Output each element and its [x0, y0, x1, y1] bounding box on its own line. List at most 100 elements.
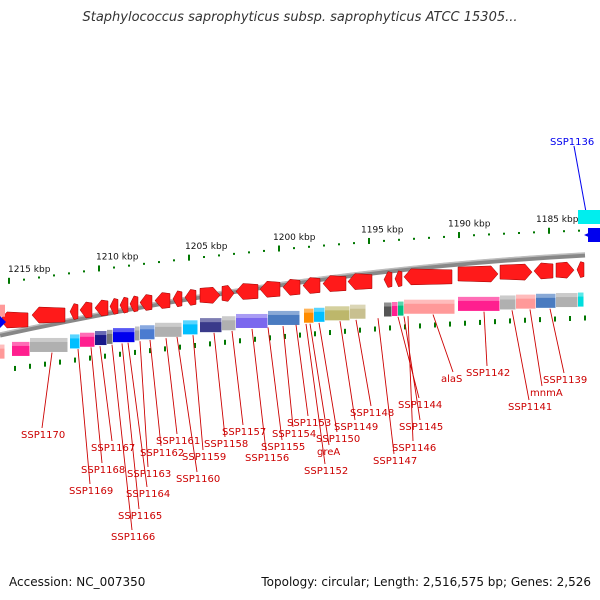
lower-tick: [239, 338, 241, 344]
feature-block: [95, 331, 107, 346]
gene-arrow: [221, 285, 235, 302]
feature-block: [458, 296, 500, 311]
feature-block: [578, 292, 584, 307]
ruler-tick: [428, 236, 430, 239]
feature-track: [0, 292, 584, 359]
gene-arrow: [119, 296, 129, 314]
feature-block: [392, 302, 398, 317]
lower-tick: [329, 330, 331, 336]
ruler-tick: [8, 277, 10, 284]
lower-tick: [479, 319, 481, 325]
ruler-tick: [113, 266, 115, 269]
gene-label: SSP1169: [69, 486, 113, 497]
ruler-tick: [398, 238, 400, 241]
ruler-ticks: [8, 227, 586, 371]
ruler-tick: [548, 227, 550, 234]
lower-tick: [434, 322, 436, 328]
ruler-label: 1215 kbp: [8, 265, 51, 275]
ruler-tick: [503, 232, 505, 235]
ruler-tick: [38, 276, 40, 279]
ruler-tick: [473, 234, 475, 237]
gene-label: SSP1146: [392, 443, 436, 454]
gene-label: SSP1166: [111, 532, 155, 543]
gene-label: SSP1150: [316, 434, 360, 445]
label-leader: [483, 311, 488, 367]
ruler-tick: [293, 247, 295, 250]
ruler-tick: [368, 237, 370, 244]
gene-arrow: [555, 261, 575, 279]
lower-tick: [374, 326, 376, 332]
ruler-tick: [413, 237, 415, 240]
label-leader: [377, 318, 395, 455]
gene-arrow: [184, 289, 197, 306]
edge-arrow: [0, 316, 6, 328]
gene-label: SSP1159: [182, 452, 226, 463]
feature-block: [325, 306, 350, 321]
gene-arrow: [31, 306, 66, 324]
gene-label: SSP1148: [350, 408, 394, 419]
lower-tick: [344, 328, 346, 334]
lower-tick: [134, 349, 136, 355]
gene-label: alaS: [441, 374, 462, 385]
ruler-tick: [338, 243, 340, 246]
gene-label: SSP1156: [245, 453, 289, 464]
gene-arrow: [576, 261, 585, 278]
label-leader: [407, 316, 414, 442]
gene-label: SSP1153: [287, 418, 331, 429]
highlight-gene-label: SSP1136: [550, 137, 594, 148]
label-leader: [99, 346, 113, 442]
lower-tick: [164, 346, 166, 352]
ruler-label: 1190 kbp: [448, 220, 491, 230]
gene-label: SSP1144: [398, 400, 442, 411]
ruler-tick: [248, 251, 250, 254]
lower-tick: [389, 325, 391, 331]
label-leader: [90, 347, 103, 464]
feature-block: [536, 293, 556, 308]
label-leader: [318, 322, 338, 433]
ruler-label: 1200 kbp: [273, 233, 316, 243]
label-leader: [305, 323, 326, 465]
gene-label: SSP1158: [204, 439, 248, 450]
gene-arrow: [69, 303, 79, 320]
gene-arrow: [403, 268, 453, 286]
lower-tick: [509, 318, 511, 324]
feature-block: [80, 332, 95, 347]
highlight-leader: [573, 145, 587, 213]
gene-label: SSP1163: [127, 469, 171, 480]
gene-arrow: [259, 280, 281, 298]
ruler-label: 1185 kbp: [536, 215, 579, 225]
lower-tick: [224, 339, 226, 345]
ruler-tick: [218, 254, 220, 257]
label-leader: [165, 338, 178, 435]
label-leader: [41, 352, 53, 429]
lower-tick: [254, 336, 256, 342]
gene-arrow: [94, 299, 109, 317]
gene-label: SSP1155: [261, 442, 305, 453]
gene-label: SSP1157: [222, 427, 266, 438]
gene-label: SSP1154: [272, 429, 316, 440]
gene-arrow: [0, 311, 29, 329]
label-leader: [231, 330, 244, 426]
gene-arrow: [302, 277, 321, 294]
gene-label: SSP1162: [140, 448, 184, 459]
ruler-tick: [188, 254, 190, 261]
feature-block: [500, 295, 516, 310]
label-leader: [282, 325, 294, 428]
lower-tick: [569, 315, 571, 321]
gene-label: SSP1161: [156, 436, 200, 447]
feature-block: [12, 341, 30, 356]
label-leader: [251, 328, 267, 452]
gene-label: SSP1170: [21, 430, 65, 441]
gene-label: SSP1164: [126, 489, 170, 500]
ruler-tick: [533, 231, 535, 234]
lower-tick: [464, 320, 466, 326]
lower-tick: [494, 319, 496, 325]
ruler-labels: 1215 kbp 1210 kbp 1205 kbp 1200 kbp 1195 kbp…: [8, 215, 579, 275]
gene-arrow: [172, 290, 183, 308]
feature-block: [107, 329, 113, 344]
lower-tick: [554, 316, 556, 322]
gene-label: SSP1160: [176, 474, 220, 485]
label-leader: [139, 341, 149, 468]
feature-block: [268, 310, 300, 325]
